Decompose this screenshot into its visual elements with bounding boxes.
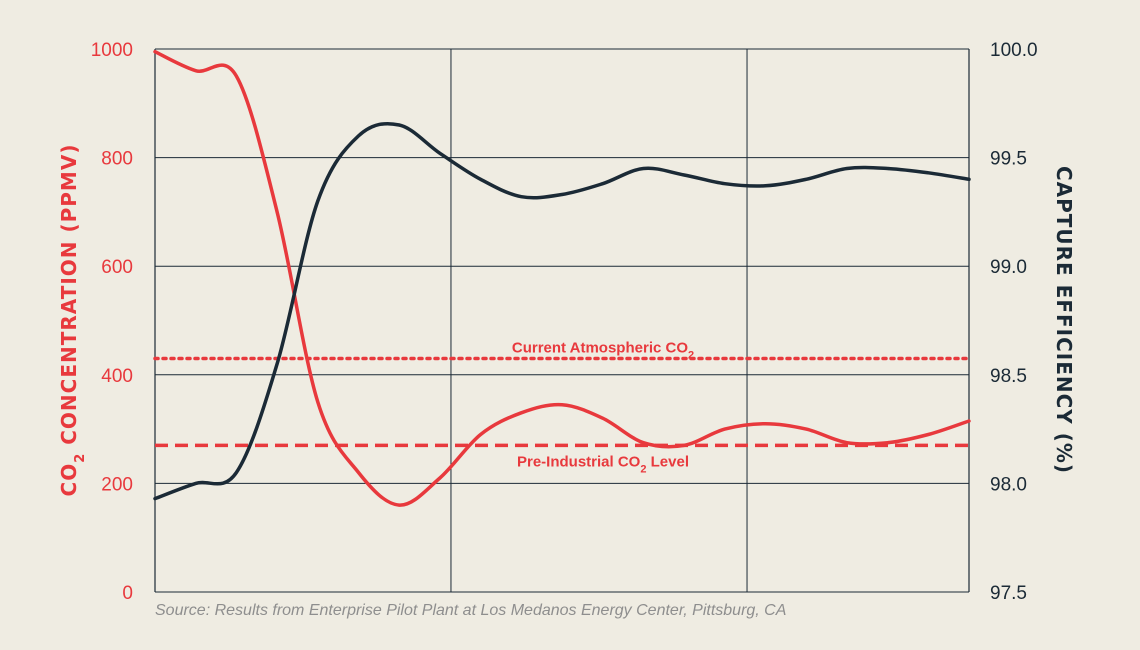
source-note: Source: Results from Enterprise Pilot Pl…: [155, 602, 786, 619]
left-tick-label: 0: [122, 583, 133, 604]
left-tick-label: 800: [101, 149, 133, 170]
right-axis-title: CAPTURE EFFICIENCY (%): [1052, 166, 1076, 474]
left-tick-label: 200: [101, 474, 133, 495]
left-tick-label: 1000: [91, 40, 133, 61]
right-tick-label: 98.5: [990, 366, 1027, 387]
right-tick-label: 97.5: [990, 583, 1027, 604]
pre-industrial-label: Pre-Industrial CO2 Level: [517, 453, 689, 475]
right-tick-label: 99.0: [990, 257, 1027, 278]
capture-efficiency-line: [153, 121, 971, 501]
right-tick-label: 100.0: [990, 40, 1038, 61]
left-tick-label: 400: [101, 366, 133, 387]
left-axis-title: CO2 CONCENTRATION (PPMV): [57, 144, 88, 497]
co2-concentration-line: [153, 49, 971, 507]
left-tick-label: 600: [101, 257, 133, 278]
right-tick-label: 98.0: [990, 474, 1027, 495]
right-tick-label: 99.5: [990, 149, 1027, 170]
current-atmospheric-label: Current Atmospheric CO2: [512, 340, 694, 362]
